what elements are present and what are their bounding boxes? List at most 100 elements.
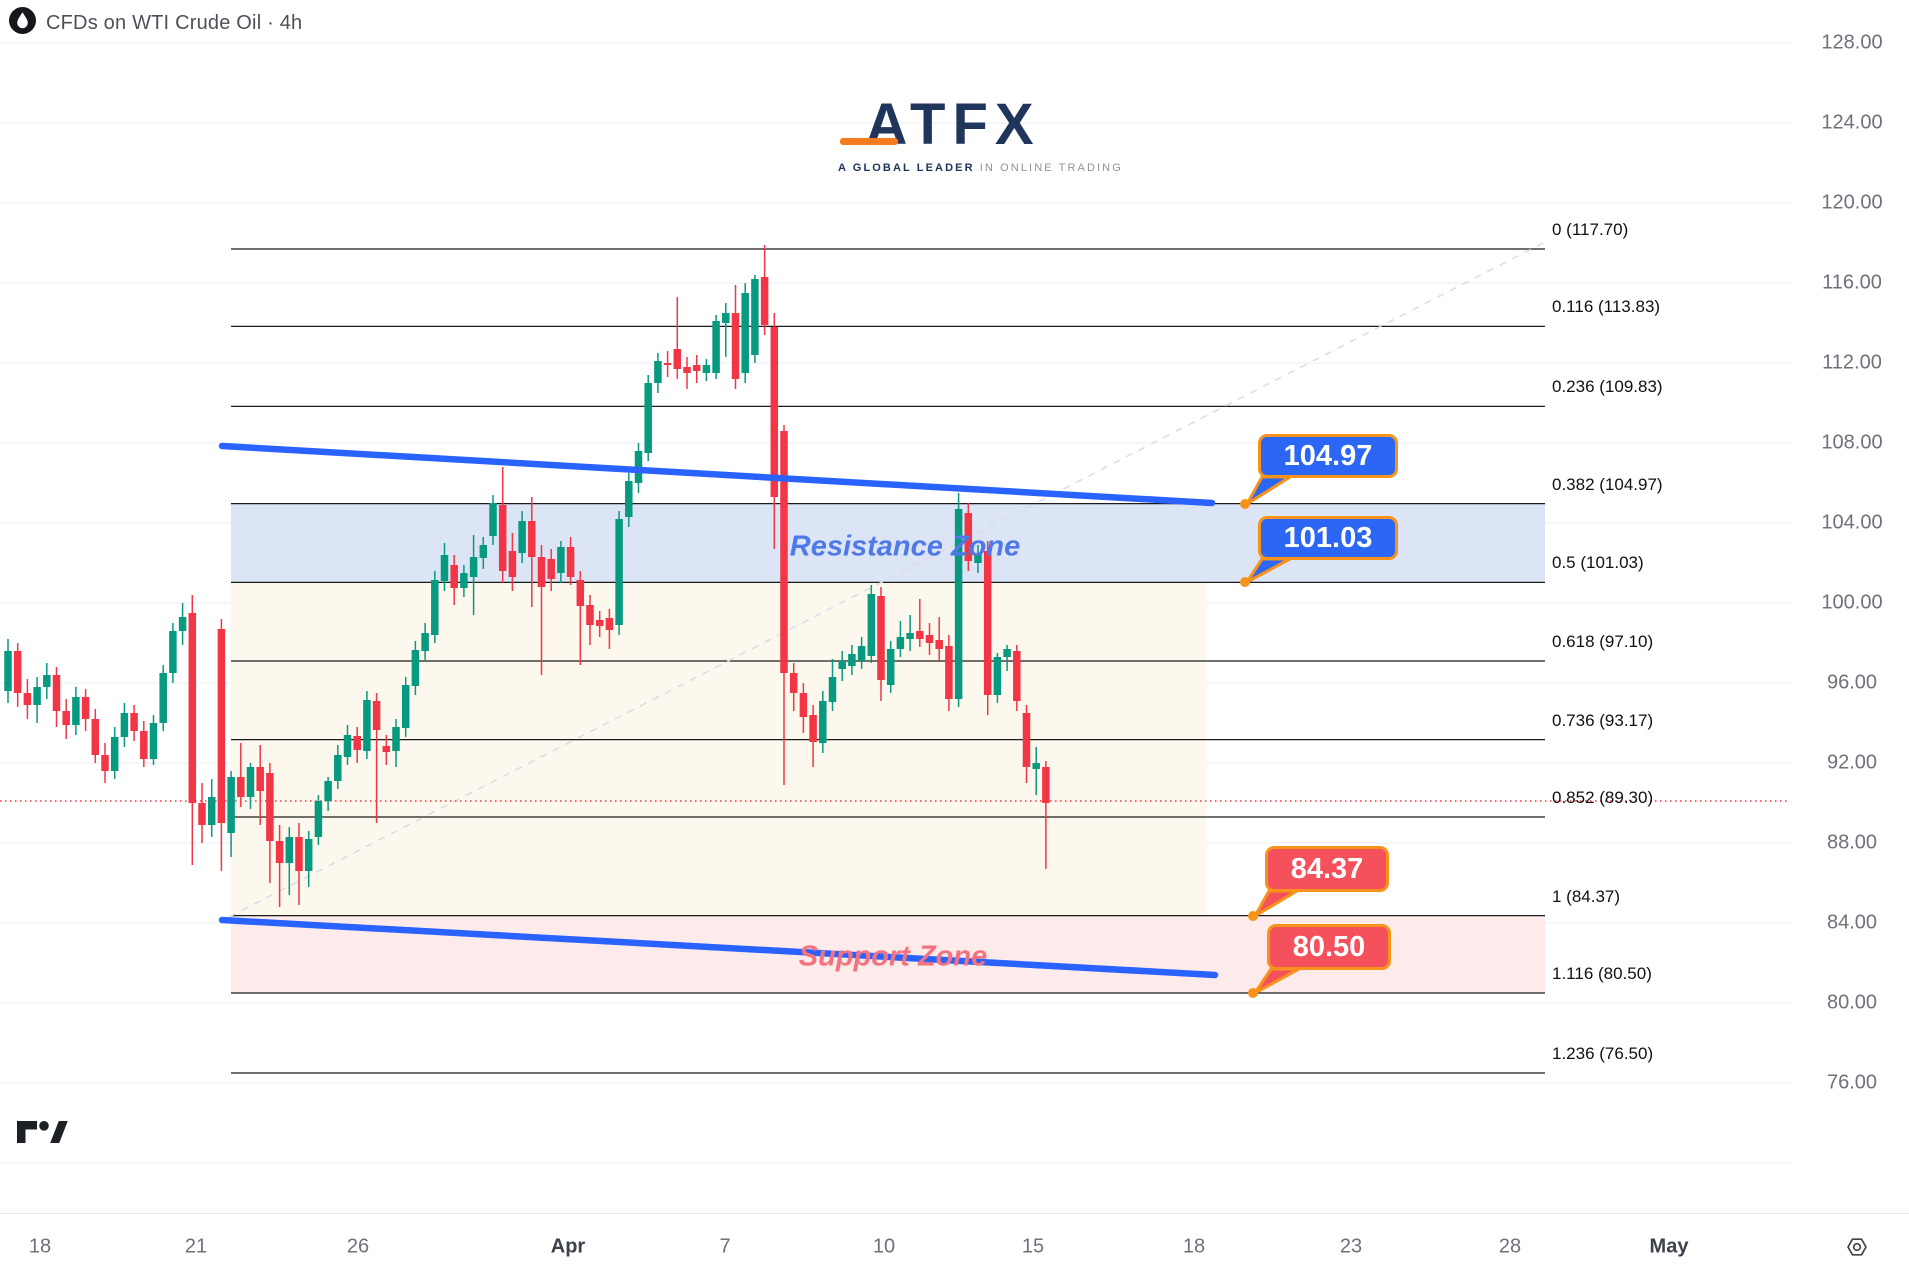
candle-body	[566, 547, 575, 577]
candle-body	[188, 613, 197, 803]
time-axis-separator	[0, 1213, 1909, 1214]
price-axis-label: 88.00	[1826, 831, 1878, 854]
candle-body	[789, 673, 798, 693]
tradingview-logo[interactable]	[17, 1121, 69, 1150]
candle-body	[159, 673, 167, 723]
candle-body	[974, 553, 982, 563]
fib-level-label: 0.382 (104.97)	[1552, 474, 1663, 494]
candle-body	[886, 649, 895, 685]
candle-body	[848, 654, 856, 666]
candle-body	[13, 651, 22, 693]
time-axis-label: 18	[28, 1235, 52, 1258]
candle-body	[479, 545, 488, 558]
symbol-title[interactable]: CFDs on WTI Crude Oil · 4h	[46, 11, 303, 34]
candle-body	[615, 519, 623, 625]
fib-level-label: 0.618 (97.10)	[1552, 632, 1654, 651]
candle-body	[256, 767, 264, 791]
candle-body	[683, 367, 691, 373]
price-axis-label: 84.00	[1826, 911, 1878, 934]
candle-body	[169, 631, 177, 673]
price-callout-104-97[interactable]: 104.97	[1258, 434, 1398, 478]
price-callout-84-37[interactable]: 84.37	[1265, 846, 1389, 892]
fib-level-label: 0.852 (89.30)	[1552, 788, 1654, 807]
candle-body	[91, 719, 100, 755]
candle-body	[828, 677, 837, 702]
fib-level-label: 1.236 (76.50)	[1552, 1044, 1654, 1063]
candle-body	[450, 565, 458, 588]
candle-body	[469, 557, 478, 577]
price-axis-label: 116.00	[1822, 271, 1882, 294]
time-axis-label: 23	[1339, 1235, 1363, 1258]
candle-body	[925, 635, 934, 643]
candle-body	[363, 700, 371, 751]
candle-body	[217, 629, 226, 823]
fib-level-label: 0 (117.70)	[1552, 220, 1629, 239]
candle-body	[334, 755, 342, 781]
support-zone-label: Support Zone	[798, 940, 988, 973]
candle-body	[896, 637, 905, 649]
time-axis-label: Apr	[550, 1235, 586, 1258]
candle-body	[595, 620, 604, 626]
price-callout-101-03[interactable]: 101.03	[1258, 516, 1398, 560]
candle-body	[760, 277, 769, 325]
candle-body	[266, 773, 274, 841]
fib-level-label: 0.116 (113.83)	[1552, 297, 1661, 317]
time-axis-label: 15	[1021, 1235, 1045, 1258]
price-callout-80-50[interactable]: 80.50	[1267, 924, 1391, 970]
candle-body	[227, 777, 235, 833]
candle-body	[809, 715, 817, 742]
candle-body	[993, 657, 1002, 695]
candle-body	[838, 661, 846, 669]
candle-body	[537, 557, 546, 587]
candle-body	[498, 505, 507, 571]
candle-body	[178, 617, 187, 631]
candle-body	[964, 513, 973, 561]
candle-body	[605, 618, 614, 630]
candle-body	[140, 731, 148, 759]
candle-body	[945, 646, 953, 699]
candle-body	[663, 363, 672, 365]
candle-body	[692, 365, 701, 371]
fib-baseline	[228, 241, 1546, 918]
candle-body	[285, 837, 294, 863]
time-axis-label: 28	[1498, 1235, 1522, 1258]
lower-trendline[interactable]	[218, 916, 1219, 979]
candle-body	[1042, 767, 1050, 803]
candle-body	[52, 675, 61, 711]
atfx-logo-bar	[840, 138, 898, 145]
candle-body	[751, 279, 759, 355]
candle-body	[722, 313, 730, 323]
candle-body	[23, 693, 32, 705]
candle-body	[33, 687, 41, 705]
candle-body	[983, 551, 992, 695]
time-axis-label: 26	[346, 1235, 370, 1258]
candle-body	[101, 755, 109, 771]
price-axis-label: 128.00	[1821, 31, 1883, 54]
candle-body	[508, 551, 517, 577]
atfx-logo: ATFX A GLOBAL LEADER IN ONLINE TRADING	[838, 92, 1121, 174]
candle-body	[877, 596, 885, 680]
candle-body	[421, 633, 429, 651]
candle-body	[460, 573, 468, 588]
callout-tail	[1245, 475, 1292, 506]
upper-trendline[interactable]	[218, 442, 1216, 507]
anchor-dot	[1248, 988, 1258, 998]
candle-body	[654, 361, 662, 383]
candle-body	[712, 321, 720, 373]
gear-icon[interactable]	[1845, 1235, 1869, 1264]
candle-body	[382, 746, 391, 752]
resistance-zone-label: Resistance Zone	[789, 530, 1021, 563]
oil-drop-icon	[8, 6, 37, 40]
time-axis-label: May	[1649, 1235, 1689, 1258]
fib-level-label: 0.236 (109.83)	[1552, 377, 1663, 397]
candle-body	[644, 383, 652, 453]
time-axis-label: 10	[872, 1235, 896, 1258]
candle-body	[586, 605, 594, 625]
price-axis-label: 96.00	[1826, 671, 1878, 694]
candle-body	[857, 646, 866, 661]
candle-body	[411, 650, 420, 686]
price-axis-label: 100.00	[1821, 591, 1883, 614]
fib-level-label: 1.116 (80.50)	[1552, 964, 1652, 983]
candle-body	[1013, 651, 1021, 701]
